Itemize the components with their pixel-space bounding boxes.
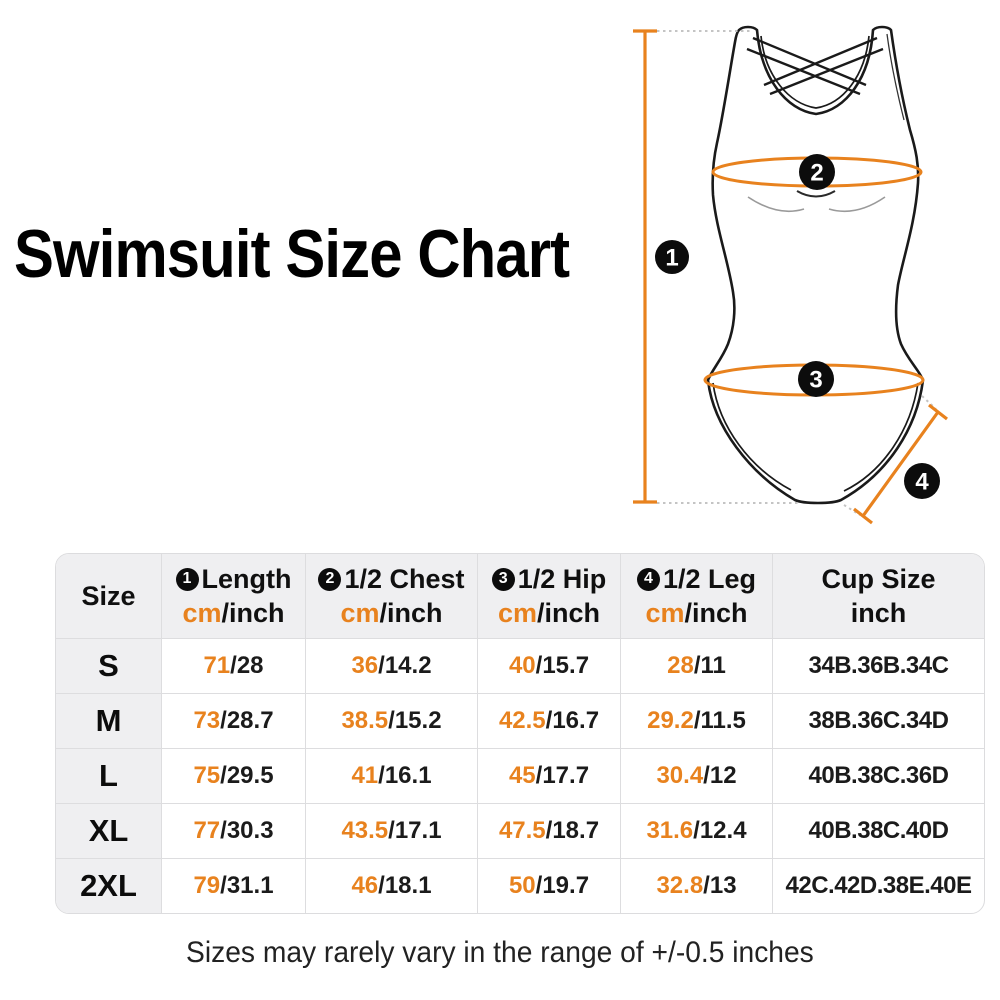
size-cell: 2XL	[56, 858, 161, 913]
swimsuit-outline	[706, 25, 925, 505]
leg-value-cell: 29.2/11.5	[620, 693, 772, 748]
chest-value-cell: 38.5/15.2	[305, 693, 477, 748]
marker-1-icon: 1	[175, 567, 199, 591]
header-units: inch	[850, 598, 907, 628]
svg-text:3: 3	[809, 367, 822, 394]
hip-value-cell: 50/19.7	[477, 858, 620, 913]
hip-value-cell: 40/15.7	[477, 638, 620, 693]
chest-value-cell: 43.5/17.1	[305, 803, 477, 858]
cup-size-cell: 40B.38C.36D	[772, 748, 984, 803]
marker-3-icon: 3	[798, 361, 834, 397]
cup-size-cell: 42C.42D.38E.40E	[772, 858, 984, 913]
svg-text:2: 2	[810, 160, 823, 187]
leg-value-cell: 30.4/12	[620, 748, 772, 803]
header-units: cm/inch	[497, 598, 601, 628]
table-row: M 73/28.7 38.5/15.2 42.5/16.7 29.2/11.5 38B.3…	[56, 693, 984, 748]
size-table: Size 1 Length cm/inch 2 1/2 Chest cm/inch 3 1/2 …	[55, 553, 985, 914]
header-units: cm/inch	[340, 598, 443, 628]
header-size: Size	[56, 554, 161, 638]
hip-value-cell: 47.5/18.7	[477, 803, 620, 858]
length-value-cell: 79/31.1	[161, 858, 305, 913]
swimsuit-illustration: 1 2 3 4	[633, 25, 948, 525]
chest-value-cell: 46/18.1	[305, 858, 477, 913]
leg-value-cell: 31.6/12.4	[620, 803, 772, 858]
bust-shading-lines	[747, 190, 886, 213]
length-value-cell: 77/30.3	[161, 803, 305, 858]
cup-size-cell: 38B.36C.34D	[772, 693, 984, 748]
marker-3-icon: 3	[491, 567, 515, 591]
header-label: Size	[81, 581, 136, 611]
header-label: 3 1/2 Hip	[491, 562, 606, 596]
table-row: XL 77/30.3 43.5/17.1 47.5/18.7 31.6/12.4 40B.…	[56, 803, 984, 858]
marker-1-icon: 1	[655, 240, 689, 274]
hip-value-cell: 45/17.7	[477, 748, 620, 803]
cup-size-cell: 40B.38C.40D	[772, 803, 984, 858]
header-units: cm/inch	[645, 598, 748, 628]
length-value-cell: 71/28	[161, 638, 305, 693]
page-title: Swimsuit Size Chart	[14, 216, 570, 292]
svg-text:1: 1	[665, 245, 678, 272]
table-row: L 75/29.5 41/16.1 45/17.7 30.4/12 40B.38C.36D	[56, 748, 984, 803]
header-label: 1 Length	[175, 562, 291, 596]
length-value-cell: 75/29.5	[161, 748, 305, 803]
table-row: S 71/28 36/14.2 40/15.7 28/11 34B.36B.34C	[56, 638, 984, 693]
table-header-row: Size 1 Length cm/inch 2 1/2 Chest cm/inch 3 1/2 …	[56, 554, 984, 638]
leg-measure-line	[843, 395, 948, 525]
table-row: 2XL 79/31.1 46/18.1 50/19.7 32.8/13 42C.42D.3…	[56, 858, 984, 913]
cross-back-straps-icon	[746, 36, 884, 96]
marker-4-icon: 4	[904, 463, 940, 499]
chest-value-cell: 36/14.2	[305, 638, 477, 693]
header-units: cm/inch	[182, 598, 285, 628]
cup-size-cell: 34B.36B.34C	[772, 638, 984, 693]
marker-4-icon: 4	[636, 567, 660, 591]
size-cell: L	[56, 748, 161, 803]
header-hip: 3 1/2 Hip cm/inch	[477, 554, 620, 638]
header-length: 1 Length cm/inch	[161, 554, 305, 638]
header-chest: 2 1/2 Chest cm/inch	[305, 554, 477, 638]
header-cup: Cup Size inch	[772, 554, 984, 638]
header-leg: 4 1/2 Leg cm/inch	[620, 554, 772, 638]
header-label: 4 1/2 Leg	[636, 562, 756, 596]
length-measure-line	[633, 29, 800, 504]
chest-value-cell: 41/16.1	[305, 748, 477, 803]
marker-2-icon: 2	[318, 567, 342, 591]
size-cell: XL	[56, 803, 161, 858]
size-cell: S	[56, 638, 161, 693]
leg-value-cell: 32.8/13	[620, 858, 772, 913]
marker-2-icon: 2	[799, 154, 835, 190]
header-label: 2 1/2 Chest	[318, 562, 465, 596]
disclaimer-text: Sizes may rarely vary in the range of +/…	[186, 936, 814, 969]
leg-value-cell: 28/11	[620, 638, 772, 693]
svg-text:4: 4	[915, 469, 929, 496]
hip-value-cell: 42.5/16.7	[477, 693, 620, 748]
header-label: Cup Size	[821, 564, 936, 594]
size-cell: M	[56, 693, 161, 748]
length-value-cell: 73/28.7	[161, 693, 305, 748]
